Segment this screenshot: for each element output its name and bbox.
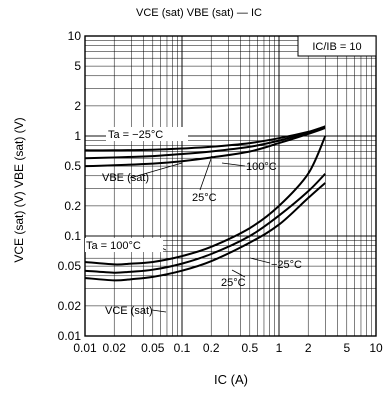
y-tick-label: 0.1 bbox=[64, 229, 81, 243]
series-line-vce-5 bbox=[84, 182, 326, 282]
tick-labels: 0.01 0.02 0.05 0.1 0.2 0.5 1 2 5 10 10 5 2 1 0.5 0.2 0.1… bbox=[58, 29, 383, 355]
chart-title: VCE (sat) VBE (sat) — IC bbox=[136, 7, 262, 19]
condition-label: IC/IB = 10 bbox=[312, 41, 361, 53]
series-line-vce-3 bbox=[84, 135, 327, 266]
series-line-vbe-0 bbox=[84, 125, 326, 152]
series-line-vce-4 bbox=[84, 172, 327, 274]
vce-25c-leader bbox=[231, 269, 246, 278]
annotations: VBE (sat) Ta = −25°C 25°C 100°C Ta = 100… bbox=[85, 127, 302, 317]
series-label-vbe-25: 25°C bbox=[192, 192, 217, 204]
x-tick-label: 0.05 bbox=[141, 341, 165, 355]
x-tick-label: 0.1 bbox=[174, 341, 191, 355]
y-tick-label: 1 bbox=[74, 129, 81, 143]
series-label-vbe-100: 100°C bbox=[246, 161, 277, 173]
y-tick-label: 0.2 bbox=[64, 199, 81, 213]
vce-minus25-leader bbox=[249, 257, 271, 264]
x-tick-label: 0.01 bbox=[73, 341, 97, 355]
condition-box-frame bbox=[297, 35, 377, 57]
x-tick-label: 0.5 bbox=[241, 341, 258, 355]
y-tick-label: 0.05 bbox=[58, 259, 82, 273]
x-tick-label: 0.2 bbox=[203, 341, 220, 355]
condition-box: IC/IB = 10 bbox=[297, 35, 377, 57]
x-tick-label: 1 bbox=[276, 341, 283, 355]
series-line-vbe-1 bbox=[84, 126, 326, 160]
vce-leader bbox=[151, 309, 167, 313]
plot-frame bbox=[84, 35, 377, 337]
x-tick-label: 0.02 bbox=[103, 341, 127, 355]
y-tick-label: 2 bbox=[74, 99, 81, 113]
y-tick-label: 5 bbox=[74, 59, 81, 73]
x-tick-label: 5 bbox=[343, 341, 350, 355]
vbe-25c-leader bbox=[199, 155, 213, 191]
vbe-group-label: VBE (sat) bbox=[102, 172, 149, 184]
vbe-100c-leader bbox=[221, 162, 246, 167]
y-tick-label: 0.01 bbox=[58, 329, 82, 343]
x-tick-label: 2 bbox=[305, 341, 312, 355]
series-label-vce-25: 25°C bbox=[221, 277, 246, 289]
series-label-vce-minus25: −25°C bbox=[271, 259, 302, 271]
chart-title-text: VCE (sat) VBE (sat) — IC bbox=[136, 7, 262, 19]
series-layer bbox=[84, 125, 327, 282]
y-axis-label: VCE (sat) (V) VBE (sat) (V) bbox=[12, 117, 26, 262]
y-tick-label: 10 bbox=[68, 29, 82, 43]
grid bbox=[84, 35, 377, 337]
series-label-vbe-minus25: Ta = −25°C bbox=[108, 129, 163, 141]
y-tick-label: 0.5 bbox=[64, 159, 81, 173]
series-label-vce-100: Ta = 100°C bbox=[86, 240, 141, 252]
x-tick-label: 10 bbox=[369, 341, 383, 355]
vce-group-label: VCE (sat) bbox=[105, 305, 153, 317]
y-tick-label: 0.02 bbox=[58, 299, 82, 313]
vbe-leader bbox=[129, 162, 183, 179]
x-axis-label: IC (A) bbox=[214, 372, 248, 387]
